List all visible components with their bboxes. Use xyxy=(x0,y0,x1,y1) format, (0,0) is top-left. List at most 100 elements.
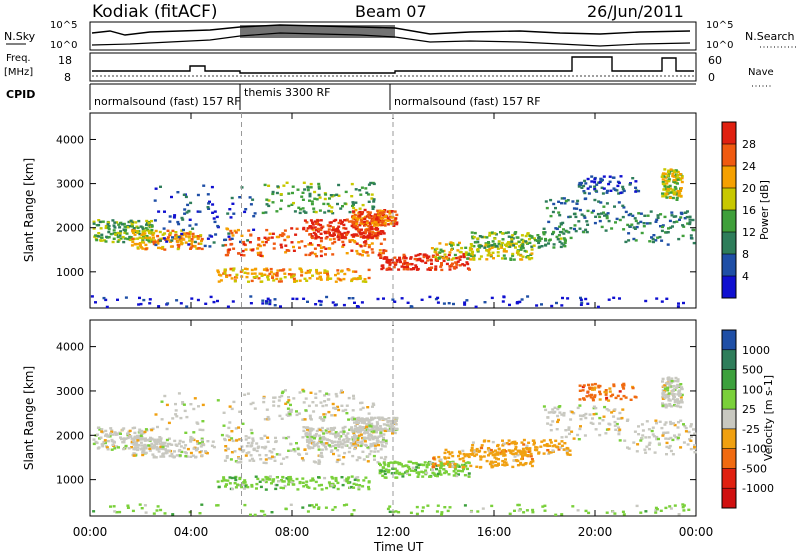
heatmap-cell xyxy=(148,298,152,301)
heatmap-cell xyxy=(378,471,382,475)
heatmap-cell xyxy=(445,471,448,474)
heatmap-cell xyxy=(391,261,395,264)
heatmap-cell xyxy=(487,454,490,457)
heatmap-cell xyxy=(667,171,671,174)
heatmap-cell xyxy=(600,212,603,215)
heatmap-cell xyxy=(230,451,234,454)
heatmap-cell xyxy=(448,506,452,509)
heatmap-cell xyxy=(355,427,359,430)
heatmap-cell xyxy=(267,184,271,187)
heatmap-cell xyxy=(398,461,402,465)
heatmap-cell xyxy=(499,244,503,247)
heatmap-cell xyxy=(549,423,553,427)
heatmap-cell xyxy=(682,225,686,228)
heatmap-cell xyxy=(362,250,366,254)
heatmap-cell xyxy=(142,233,146,237)
heatmap-cell xyxy=(462,255,466,259)
heatmap-cell xyxy=(175,454,179,457)
heatmap-cell xyxy=(510,452,514,455)
heatmap-cell xyxy=(295,477,299,481)
heatmap-cell xyxy=(680,387,683,390)
heatmap-cell xyxy=(642,225,646,228)
heatmap-cell xyxy=(145,219,149,223)
heatmap-cell xyxy=(385,256,389,259)
heatmap-cell xyxy=(415,512,419,516)
heatmap-cell xyxy=(309,186,313,189)
heatmap-cell xyxy=(358,441,362,444)
heatmap-cell xyxy=(101,445,105,448)
heatmap-cell xyxy=(322,444,326,447)
heatmap-cell xyxy=(111,433,115,436)
heatmap-cell xyxy=(222,424,226,427)
heatmap-cell xyxy=(466,262,470,266)
heatmap-cell xyxy=(312,442,316,445)
heatmap-cell xyxy=(425,254,429,257)
heatmap-cell xyxy=(470,231,474,234)
heatmap-cell xyxy=(352,442,356,446)
heatmap-cell xyxy=(111,240,115,244)
date-title: 26/Jun/2011 xyxy=(587,2,684,21)
heatmap-cell xyxy=(328,197,331,200)
heatmap-cell xyxy=(230,242,234,246)
heatmap-cell xyxy=(263,447,267,450)
heatmap-cell xyxy=(256,251,260,255)
heatmap-cell xyxy=(139,225,143,228)
heatmap-cell xyxy=(264,445,268,449)
heatmap-cell xyxy=(323,271,327,274)
heatmap-cell xyxy=(257,253,260,256)
heatmap-cell xyxy=(285,181,289,184)
heatmap-cell xyxy=(343,451,347,455)
heatmap-cell xyxy=(230,196,234,200)
heatmap-cell xyxy=(540,245,544,248)
heatmap-cell xyxy=(228,248,232,251)
heatmap-cell xyxy=(686,222,690,225)
heatmap-cell xyxy=(249,233,253,236)
heatmap-cell xyxy=(179,240,183,243)
heatmap-cell xyxy=(334,280,338,283)
heatmap-cell xyxy=(669,168,673,171)
heatmap-cell xyxy=(359,245,363,248)
heatmap-cell xyxy=(272,242,276,245)
heatmap-cell xyxy=(661,434,665,437)
heatmap-cell xyxy=(217,280,221,283)
heatmap-cell xyxy=(639,439,643,442)
heatmap-cell xyxy=(342,303,346,307)
heatmap-cell xyxy=(277,280,281,283)
heatmap-cell xyxy=(159,455,163,458)
heatmap-cell xyxy=(307,404,311,408)
heatmap-cell xyxy=(458,241,461,245)
heatmap-cell xyxy=(317,506,321,509)
heatmap-cell xyxy=(421,259,425,263)
heatmap-cell xyxy=(314,461,318,464)
heatmap-cell xyxy=(317,507,321,510)
heatmap-cell xyxy=(268,475,272,478)
heatmap-cell xyxy=(326,398,330,401)
heatmap-cell xyxy=(356,479,360,482)
heatmap-cell xyxy=(334,479,338,482)
heatmap-cell xyxy=(353,421,356,424)
heatmap-cell xyxy=(577,185,581,188)
heatmap-cell xyxy=(350,249,354,252)
nave-label: Nave xyxy=(748,67,774,78)
heatmap-cell xyxy=(516,454,520,457)
heatmap-cell xyxy=(189,247,192,250)
heatmap-cell xyxy=(503,461,506,464)
heatmap-cell xyxy=(409,511,413,514)
heatmap-cell xyxy=(159,445,163,449)
heatmap-cell xyxy=(260,437,264,440)
heatmap-cell xyxy=(232,267,236,270)
heatmap-cell xyxy=(663,172,667,175)
heatmap-cell xyxy=(249,203,253,206)
heatmap-cell xyxy=(269,270,273,274)
heatmap-cell xyxy=(583,216,587,219)
heatmap-cell xyxy=(450,461,454,465)
heatmap-cell xyxy=(658,420,662,423)
heatmap-cell xyxy=(250,279,254,283)
heatmap-cell xyxy=(279,207,283,211)
heatmap-cell xyxy=(198,428,202,431)
heatmap-cell xyxy=(578,398,582,401)
heatmap-cell xyxy=(102,296,106,300)
heatmap-cell xyxy=(169,231,173,235)
heatmap-cell xyxy=(680,180,684,184)
heatmap-cell xyxy=(367,434,371,437)
